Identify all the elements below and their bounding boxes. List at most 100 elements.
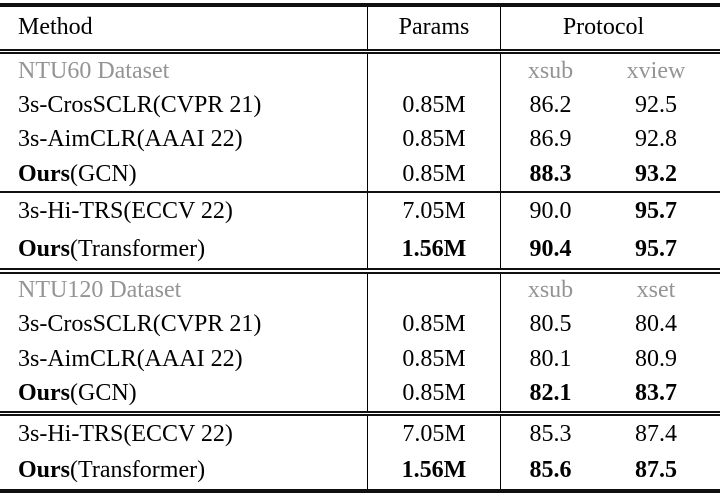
xview-cell: 93.2 [610, 157, 720, 191]
xsub-value: 90.4 [529, 235, 572, 262]
method-note: (CVPR 21) [152, 92, 262, 119]
protocol-subheader-2: xset [636, 277, 676, 304]
xsub-cell: 86.2 [500, 88, 610, 123]
method-name: 3s-Hi-TRS [18, 198, 124, 225]
method-cell: Ours (Transformer) [0, 453, 367, 490]
xview-cell: 92.8 [610, 123, 720, 157]
method-note: (ECCV 22) [123, 420, 233, 447]
table-row: Ours (Transformer) 1.56M 90.4 95.7 [0, 230, 720, 269]
xsub-cell: 90.0 [500, 193, 610, 231]
method-note: (Transformer) [70, 235, 206, 262]
table-row: 3s-CrosSCLR (CVPR 21) 0.85M 80.5 80.4 [0, 307, 720, 343]
table-row: 3s-Hi-TRS (ECCV 22) 7.05M 85.3 87.4 [0, 416, 720, 453]
params-value: 1.56M [401, 457, 467, 484]
dataset-label: NTU120 Dataset [18, 277, 182, 304]
method-cell: 3s-Hi-TRS (ECCV 22) [0, 193, 367, 231]
params-value: 0.85M [402, 311, 466, 338]
table-bottom-rule [0, 489, 720, 493]
dataset-label: NTU60 Dataset [18, 57, 170, 84]
method-cell: 3s-AimCLR (AAAI 22) [0, 342, 367, 376]
method-name: Ours [18, 457, 71, 484]
xsub-cell: 85.3 [500, 416, 610, 453]
xset-cell: 80.9 [610, 342, 720, 376]
xsub-cell: 86.9 [500, 122, 610, 158]
xsub-cell: 88.3 [500, 157, 610, 192]
protocol-subheader-1: xsub [527, 277, 574, 304]
xsub-cell: 82.1 [500, 376, 610, 411]
protocol-subheader-2: xview [626, 57, 686, 84]
method-name: 3s-CrosSCLR [18, 311, 153, 338]
method-cell: Ours (GCN) [0, 157, 367, 191]
xset-value: 80.4 [635, 311, 677, 338]
method-cell: Ours (GCN) [0, 376, 367, 410]
method-note: (AAAI 22) [136, 345, 243, 372]
params-value: 0.85M [402, 126, 466, 153]
xsub-value: 90.0 [529, 198, 572, 225]
header-double-rule [0, 48, 720, 55]
xview-cell: 95.7 [610, 231, 720, 269]
xset-value: 87.4 [635, 420, 677, 447]
params-value: 0.85M [402, 345, 466, 372]
xset-value: 87.5 [635, 457, 677, 484]
protocol-subheader-1: xsub [527, 57, 574, 84]
xsub-cell: 80.1 [500, 342, 610, 377]
table-top-rule [0, 3, 720, 7]
method-name: Ours [18, 160, 71, 187]
protocol-subheader-2-cell: xview [610, 54, 720, 88]
method-name: Ours [18, 235, 71, 262]
section-double-rule [0, 268, 720, 274]
xset-cell: 87.4 [610, 416, 720, 453]
params-cell: 0.85M [367, 88, 500, 123]
method-header-cell: Method [0, 7, 367, 49]
params-header-label: Params [398, 14, 470, 41]
params-value: 0.85M [402, 160, 466, 187]
table-row: 3s-Hi-TRS (ECCV 22) 7.05M 90.0 95.7 [0, 193, 720, 231]
method-note: (Transformer) [70, 457, 206, 484]
method-note: (CVPR 21) [152, 311, 262, 338]
method-cell: 3s-Hi-TRS (ECCV 22) [0, 416, 367, 453]
params-value: 0.85M [402, 92, 466, 119]
xview-value: 95.7 [635, 198, 677, 225]
table-header-row: Method Params Protocol [0, 6, 720, 49]
xsub-cell: 90.4 [500, 230, 610, 269]
dataset-label-cell: NTU60 Dataset [0, 54, 367, 88]
params-value: 7.05M [402, 420, 466, 447]
params-cell: 0.85M [367, 157, 500, 192]
table-row: Ours (GCN) 0.85M 88.3 93.2 [0, 157, 720, 192]
params-cell: 0.85M [367, 342, 500, 377]
method-cell: Ours (Transformer) [0, 231, 367, 269]
method-note: (ECCV 22) [123, 198, 233, 225]
params-value: 0.85M [402, 379, 466, 406]
params-value: 7.05M [402, 198, 466, 225]
section-ntu120: NTU120 Dataset xsub xset 3s-CrosSCLR (CV… [0, 273, 720, 411]
method-cell: 3s-CrosSCLR (CVPR 21) [0, 308, 367, 342]
params-cell: 1.56M [367, 230, 500, 269]
params-cell: 0.85M [367, 307, 500, 343]
xview-value: 93.2 [635, 160, 677, 187]
table-row: 3s-AimCLR (AAAI 22) 0.85M 86.9 92.8 [0, 122, 720, 158]
table-row: Ours (Transformer) 1.56M 85.6 87.5 [0, 452, 720, 490]
method-note: (AAAI 22) [136, 126, 243, 153]
protocol-header-label: Protocol [562, 14, 645, 41]
xset-cell: 80.4 [610, 308, 720, 342]
method-name: 3s-AimCLR [18, 345, 137, 372]
section-single-rule [0, 191, 720, 194]
section-double-rule [0, 410, 720, 417]
dataset-label-row: NTU120 Dataset xsub xset [0, 273, 720, 308]
xview-value: 92.8 [635, 126, 677, 153]
xview-cell: 92.5 [610, 89, 720, 123]
table-row: 3s-CrosSCLR (CVPR 21) 0.85M 86.2 92.5 [0, 88, 720, 123]
xset-cell: 83.7 [610, 376, 720, 410]
dataset-label-row: NTU60 Dataset xsub xview [0, 54, 720, 89]
xview-value: 95.7 [635, 235, 677, 262]
xsub-value: 80.1 [529, 345, 572, 372]
params-cell: 0.85M [367, 122, 500, 158]
method-note: (GCN) [70, 379, 137, 406]
protocol-subheader-1-cell: xsub [500, 273, 610, 308]
dataset-label-cell: NTU120 Dataset [0, 274, 367, 308]
xsub-cell: 80.5 [500, 307, 610, 343]
params-cell: 0.85M [367, 376, 500, 411]
params-value: 1.56M [401, 235, 467, 262]
section-ntu60: NTU60 Dataset xsub xview 3s-CrosSCLR (CV… [0, 54, 720, 192]
